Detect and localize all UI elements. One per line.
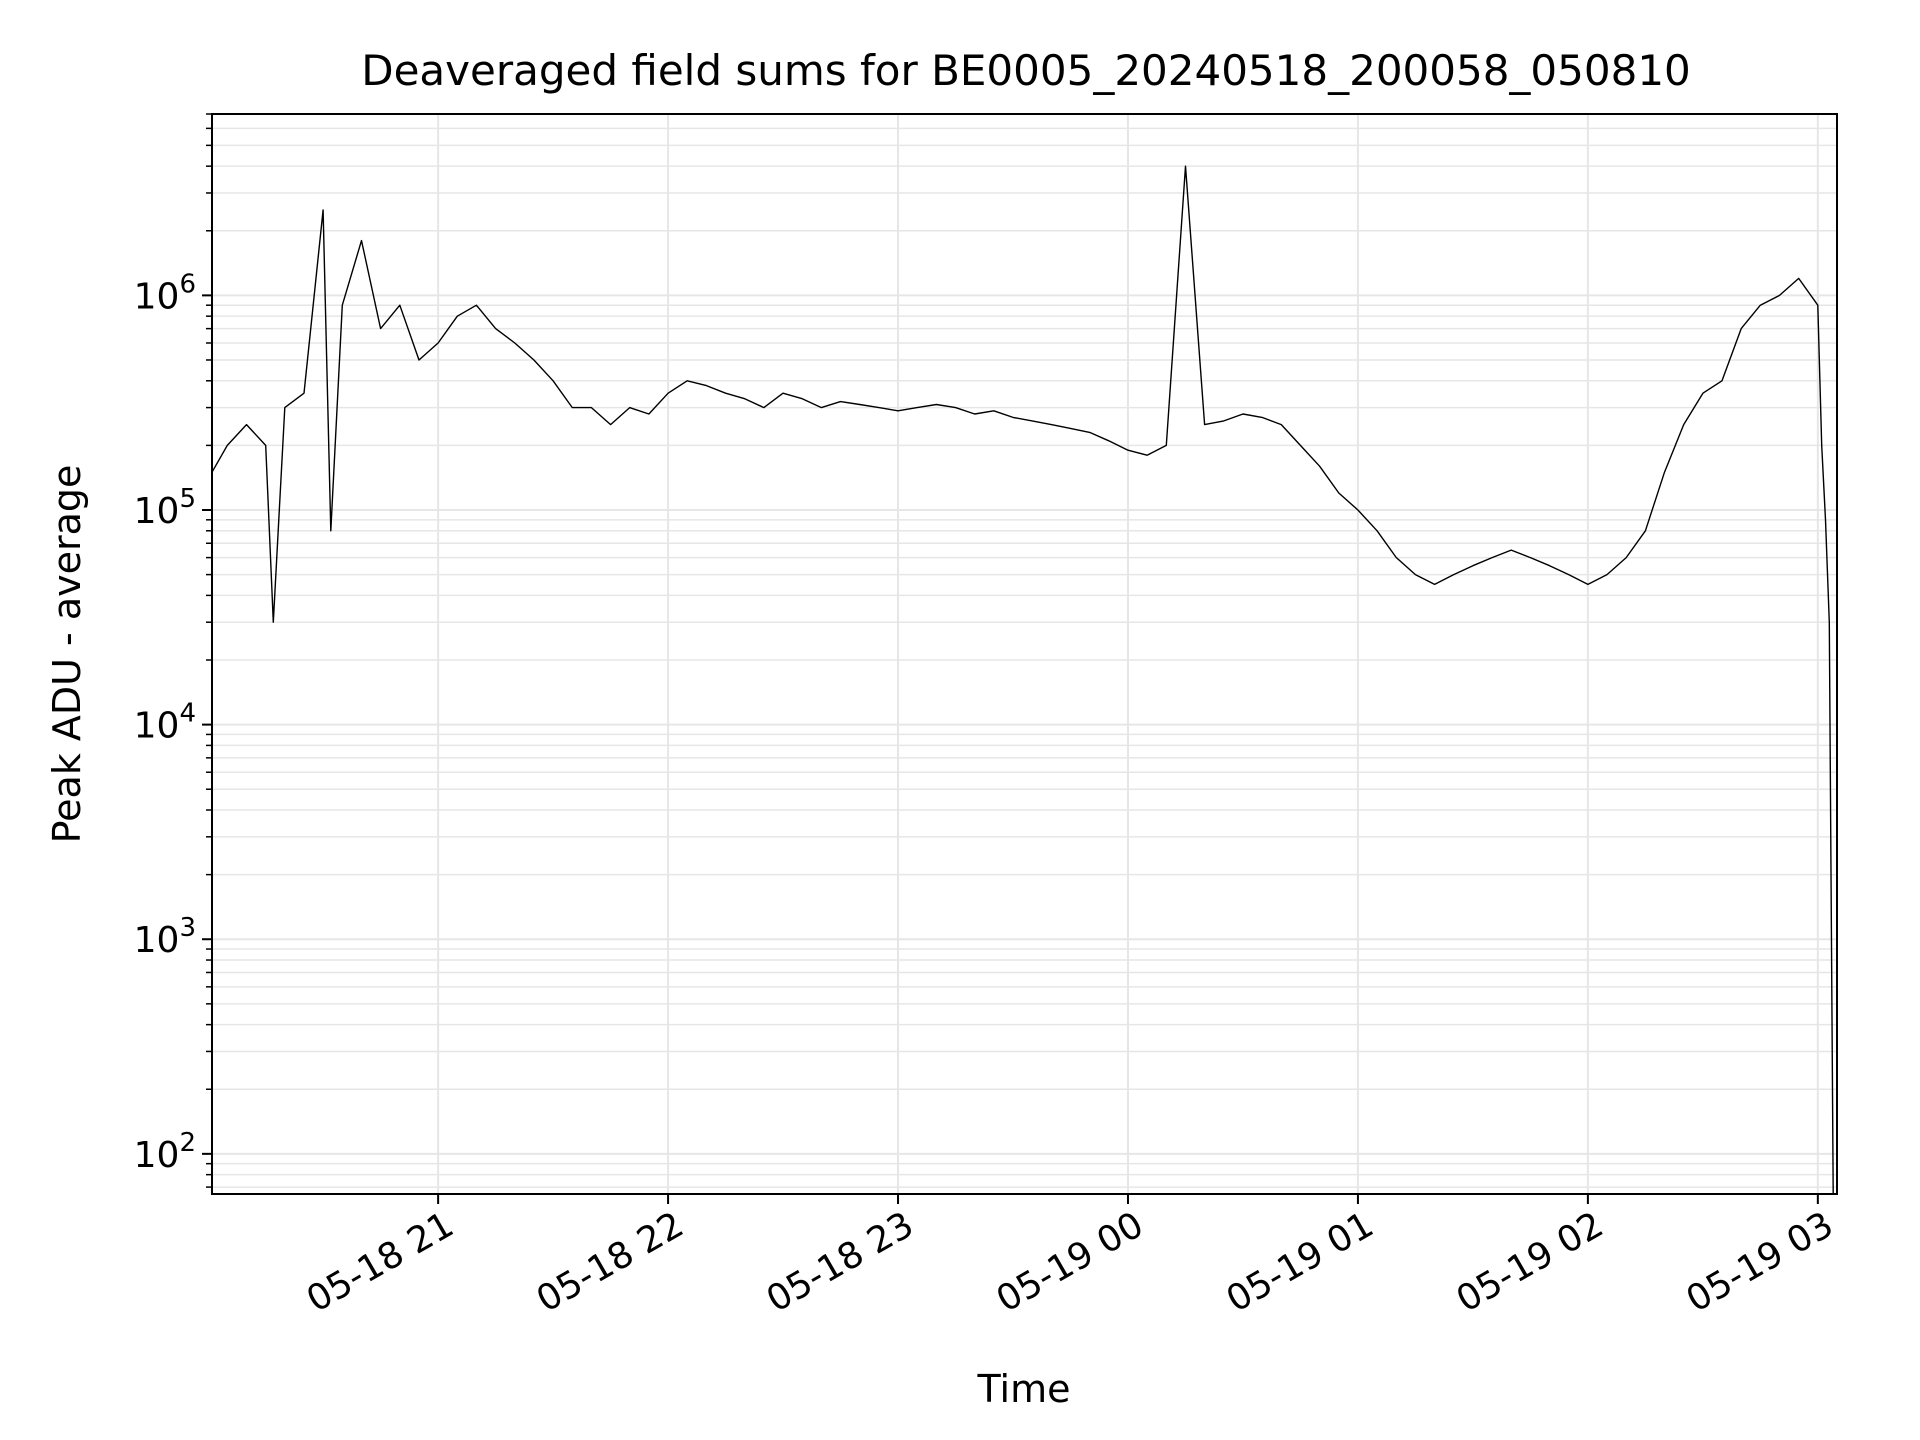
y-axis-label: Peak ADU - average	[45, 465, 89, 844]
series-line	[211, 165, 1834, 1195]
y-tick-label-base: 10	[134, 276, 180, 317]
y-tick-label-base: 10	[134, 920, 180, 961]
y-tick-label: 102	[134, 1128, 196, 1176]
y-tick-label-exponent: 2	[179, 1128, 196, 1158]
y-tick-label-exponent: 4	[179, 699, 196, 729]
y-tick-label-exponent: 6	[179, 269, 196, 299]
plot-frame	[211, 113, 1838, 1195]
grid	[212, 113, 1837, 1194]
x-axis-label: Time	[977, 1367, 1071, 1411]
y-tick-label: 106	[134, 269, 196, 317]
y-tick-label-exponent: 3	[179, 913, 196, 943]
chart-title: Deaveraged field sums for BE0005_2024051…	[361, 46, 1691, 95]
y-tick-label-exponent: 5	[179, 484, 196, 514]
y-tick-label: 103	[134, 913, 196, 961]
y-tick-label-base: 10	[134, 1135, 180, 1176]
y-tick-label: 105	[134, 484, 196, 532]
y-tick-label: 104	[134, 699, 196, 747]
y-tick-label-base: 10	[134, 491, 180, 532]
y-tick-label-base: 10	[134, 706, 180, 747]
